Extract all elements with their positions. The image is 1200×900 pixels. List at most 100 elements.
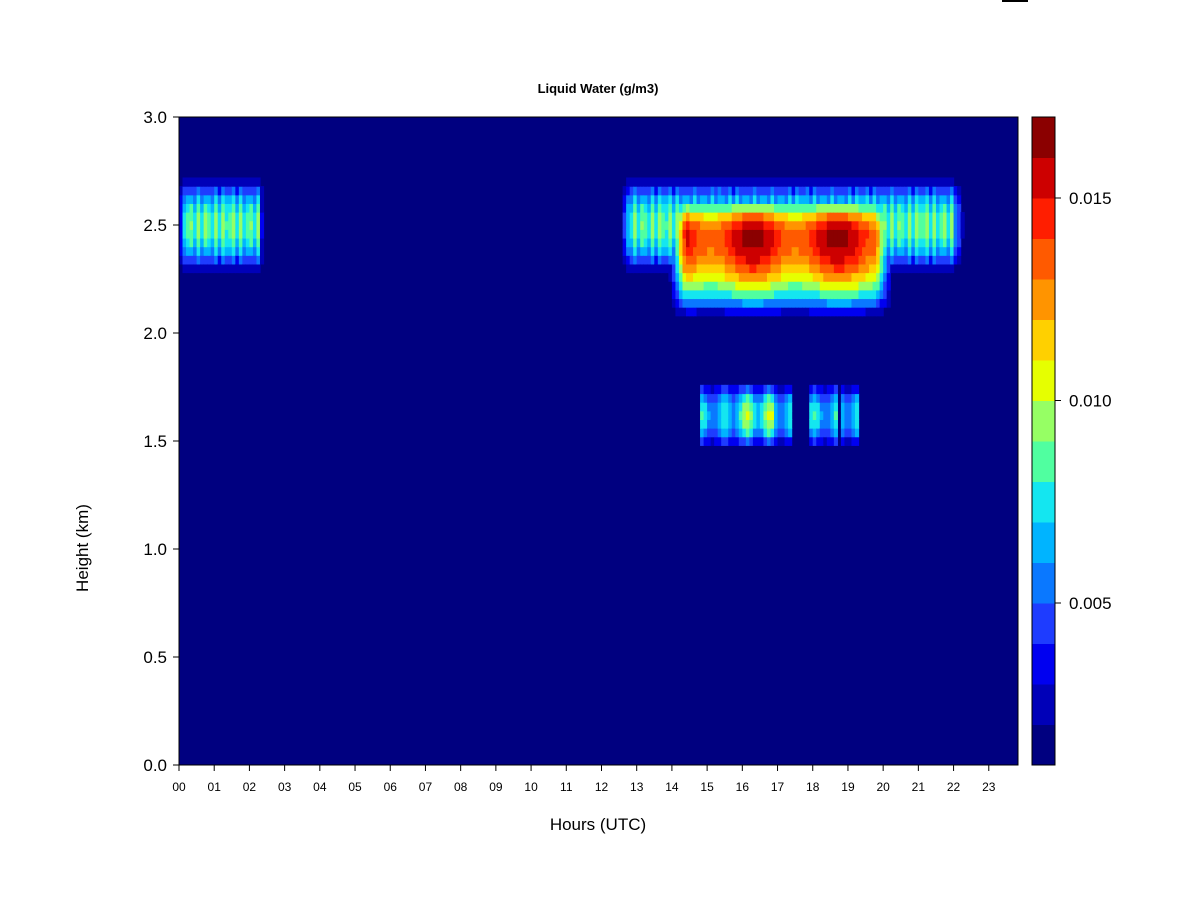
heatmap-cell [756, 246, 761, 256]
heatmap-cell [735, 298, 740, 308]
heatmap-cell [231, 255, 236, 265]
heatmap-cell [693, 255, 698, 265]
heatmap-cell [788, 237, 793, 248]
heatmap-cell [957, 237, 962, 248]
heatmap-cell [731, 255, 736, 265]
heatmap-cell [759, 212, 765, 222]
heatmap-cell [819, 289, 824, 300]
heatmap-cell [865, 194, 870, 204]
heatmap-cell [759, 272, 765, 282]
heatmap-cell [707, 255, 712, 265]
heatmap-cell [689, 289, 694, 300]
heatmap-cell [925, 246, 930, 256]
heatmap-cell [788, 186, 793, 196]
heatmap-cell [774, 246, 779, 256]
heatmap-cell [781, 281, 786, 291]
heatmap-cell [784, 281, 789, 291]
heatmap-cell [749, 298, 754, 308]
heatmap-cell [883, 255, 888, 265]
heatmap-cell [657, 220, 662, 230]
heatmap-cell [179, 194, 184, 204]
heatmap-cell [728, 194, 733, 204]
heatmap-cell [921, 194, 926, 204]
heatmap-cell [784, 272, 789, 282]
heatmap-cell [231, 229, 236, 239]
heatmap-cell [182, 263, 187, 274]
heatmap-cell [224, 246, 229, 256]
heatmap-cell [872, 220, 877, 230]
heatmap-cell [816, 186, 821, 196]
heatmap-cell [935, 255, 941, 265]
heatmap-cell [685, 246, 691, 256]
heatmap-cell [693, 272, 698, 282]
heatmap-cell [749, 428, 754, 438]
heatmap-cell [689, 212, 694, 222]
heatmap-cell [700, 177, 705, 187]
heatmap-cell [932, 186, 937, 196]
heatmap-cell [179, 203, 184, 213]
heatmap-cell [182, 237, 187, 248]
heatmap-cell [766, 402, 772, 412]
x-tick-label: 09 [489, 780, 503, 794]
heatmap-cell [671, 194, 677, 204]
heatmap-cell [777, 194, 782, 204]
heatmap-cell [654, 220, 659, 230]
heatmap-cell [960, 212, 965, 222]
heatmap-cell [745, 384, 750, 395]
heatmap-cell [759, 419, 765, 429]
heatmap-cell [728, 307, 733, 317]
heatmap-cell [914, 212, 919, 222]
heatmap-cell [840, 194, 846, 204]
heatmap-cell [745, 419, 750, 429]
heatmap-cell [865, 289, 870, 300]
heatmap-cell [791, 281, 796, 291]
heatmap-cell [770, 212, 775, 222]
heatmap-cell [781, 255, 786, 265]
heatmap-cell [862, 194, 867, 204]
heatmap-cell [876, 307, 881, 317]
heatmap-cell [742, 212, 747, 222]
heatmap-cell [869, 212, 874, 222]
heatmap-cell [770, 402, 775, 412]
heatmap-cell [802, 272, 807, 282]
heatmap-cell [819, 281, 824, 291]
heatmap-cell [256, 177, 261, 187]
heatmap-cell [791, 212, 796, 222]
heatmap-cell [774, 255, 779, 265]
heatmap-cell [879, 177, 884, 187]
heatmap-cell [847, 272, 853, 282]
heatmap-cell [798, 255, 803, 265]
heatmap-cell [816, 298, 821, 308]
heatmap-cell [812, 436, 817, 446]
heatmap-cell [946, 220, 951, 230]
heatmap-cell [777, 203, 782, 213]
heatmap-cell [217, 220, 222, 230]
heatmap-cell [217, 237, 222, 248]
heatmap-cell [728, 298, 733, 308]
heatmap-cell [238, 229, 243, 239]
heatmap-cell [735, 263, 740, 274]
heatmap-cell [629, 237, 634, 248]
heatmap-cell [636, 237, 641, 248]
heatmap-cell [823, 186, 828, 196]
heatmap-cell [745, 212, 750, 222]
heatmap-cell [650, 229, 655, 239]
heatmap-cell [950, 186, 955, 196]
heatmap-cell [245, 186, 251, 196]
heatmap-cell [756, 272, 761, 282]
heatmap-cell [883, 281, 888, 291]
heatmap-cell [256, 255, 261, 265]
heatmap-cell [925, 203, 930, 213]
heatmap-cell [890, 229, 895, 239]
heatmap-cell [252, 255, 258, 265]
heatmap-cell [629, 246, 634, 256]
heatmap-cell [809, 298, 814, 308]
heatmap-cell [816, 307, 821, 317]
heatmap-cell [876, 281, 881, 291]
heatmap-cell [802, 281, 807, 291]
heatmap-cell [256, 194, 261, 204]
heatmap-cell [865, 186, 870, 196]
heatmap-cell [830, 220, 835, 230]
heatmap-cell [738, 307, 743, 317]
heatmap-cell [816, 203, 821, 213]
